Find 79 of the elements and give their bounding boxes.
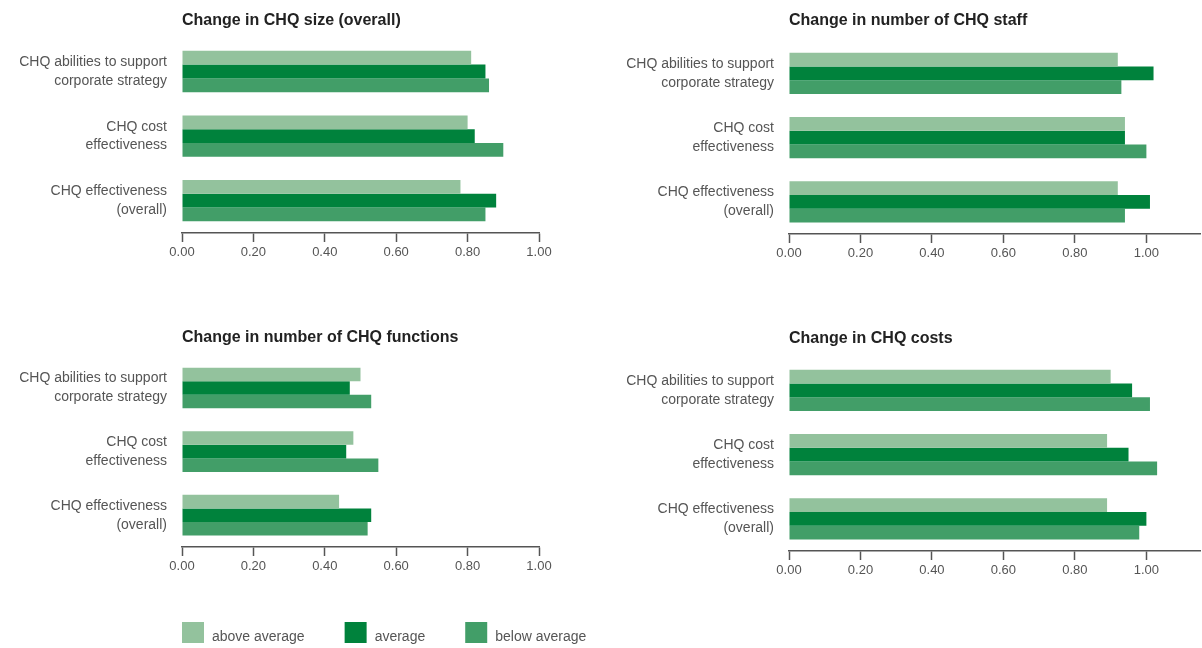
x-tick-label: 0.60	[990, 562, 1017, 578]
bar	[789, 117, 1125, 131]
bar	[182, 508, 372, 522]
y-tick-label: CHQ abilities to support corporate strategy	[19, 52, 168, 88]
chart-title: Change in CHQ costs	[789, 329, 953, 347]
y-tick-label: CHQ cost effectiveness	[692, 119, 775, 154]
bar	[182, 193, 497, 208]
x-tick-label: 0.40	[312, 558, 338, 574]
x-tick-label: 0.60	[990, 245, 1017, 261]
bar	[789, 383, 1133, 398]
bar	[182, 207, 486, 222]
bar	[182, 78, 490, 93]
y-tick-label: CHQ abilities to support corporate strategy	[626, 371, 775, 407]
bar	[789, 144, 1147, 159]
x-tick-label: 0.40	[919, 562, 945, 578]
bar	[789, 498, 1108, 513]
bar	[789, 52, 1118, 67]
bar	[182, 367, 361, 382]
bar	[182, 494, 340, 509]
bar	[182, 129, 475, 143]
y-tick-label: CHQ abilities to support corporate strategy	[19, 369, 168, 405]
bar	[182, 431, 354, 445]
bar	[789, 195, 1150, 209]
bar	[789, 208, 1125, 223]
bar	[182, 180, 461, 194]
x-tick-label: 0.40	[919, 245, 945, 261]
bar	[182, 142, 504, 157]
x-tick-label: 1.00	[526, 244, 552, 260]
bar	[789, 66, 1154, 81]
x-tick-label: 1.00	[1133, 562, 1160, 578]
x-tick-label: 0.00	[776, 245, 802, 261]
bar	[182, 64, 486, 79]
y-tick-label: CHQ effectiveness (overall)	[657, 183, 774, 219]
x-tick-label: 0.20	[240, 558, 267, 574]
x-tick-label: 0.80	[1062, 245, 1088, 261]
bar	[182, 394, 372, 409]
x-tick-label: 0.80	[454, 558, 481, 574]
bar	[789, 369, 1111, 384]
y-tick-label: CHQ effectiveness (overall)	[50, 496, 167, 532]
chart-title: Change in number of CHQ staff	[789, 11, 1028, 29]
x-tick-label: 1.00	[1133, 245, 1160, 261]
y-tick-label: CHQ abilities to support corporate strategy	[626, 54, 775, 90]
x-tick-label: 1.00	[526, 558, 552, 574]
x-tick-label: 0.40	[312, 244, 338, 260]
bar	[789, 130, 1125, 145]
legend-label: below average	[495, 628, 587, 644]
x-tick-label: 0.00	[169, 558, 195, 574]
bar	[182, 115, 468, 130]
x-tick-label: 0.60	[383, 558, 409, 574]
x-tick-label: 0.60	[383, 244, 409, 260]
chart-title: Change in number of CHQ functions	[182, 328, 459, 346]
x-tick-label: 0.00	[776, 562, 802, 578]
bar	[182, 458, 379, 472]
x-tick-label: 0.20	[847, 562, 874, 578]
y-tick-label: CHQ cost effectiveness	[85, 433, 168, 468]
x-tick-label: 0.80	[454, 244, 481, 260]
bar	[182, 381, 350, 395]
chart-title: Change in CHQ size (overall)	[182, 11, 401, 29]
bar	[182, 444, 347, 459]
bar	[789, 181, 1118, 196]
bar	[789, 397, 1150, 411]
x-tick-label: 0.80	[1062, 562, 1088, 578]
bar	[182, 50, 472, 65]
legend-label: above average	[212, 628, 305, 644]
bar	[789, 512, 1147, 526]
bar	[182, 521, 368, 536]
y-tick-label: CHQ cost effectiveness	[692, 436, 775, 471]
x-tick-label: 0.00	[169, 244, 195, 260]
y-tick-label: CHQ effectiveness (overall)	[50, 182, 167, 218]
bar	[789, 447, 1129, 462]
y-tick-label: CHQ cost effectiveness	[85, 117, 168, 153]
bar	[789, 525, 1140, 540]
x-tick-label: 0.20	[847, 245, 874, 261]
bar	[789, 461, 1158, 476]
bar	[789, 80, 1122, 94]
x-tick-label: 0.20	[240, 244, 267, 260]
bar	[789, 434, 1108, 448]
legend-label: average	[374, 628, 426, 644]
y-tick-label: CHQ effectiveness (overall)	[657, 500, 774, 536]
